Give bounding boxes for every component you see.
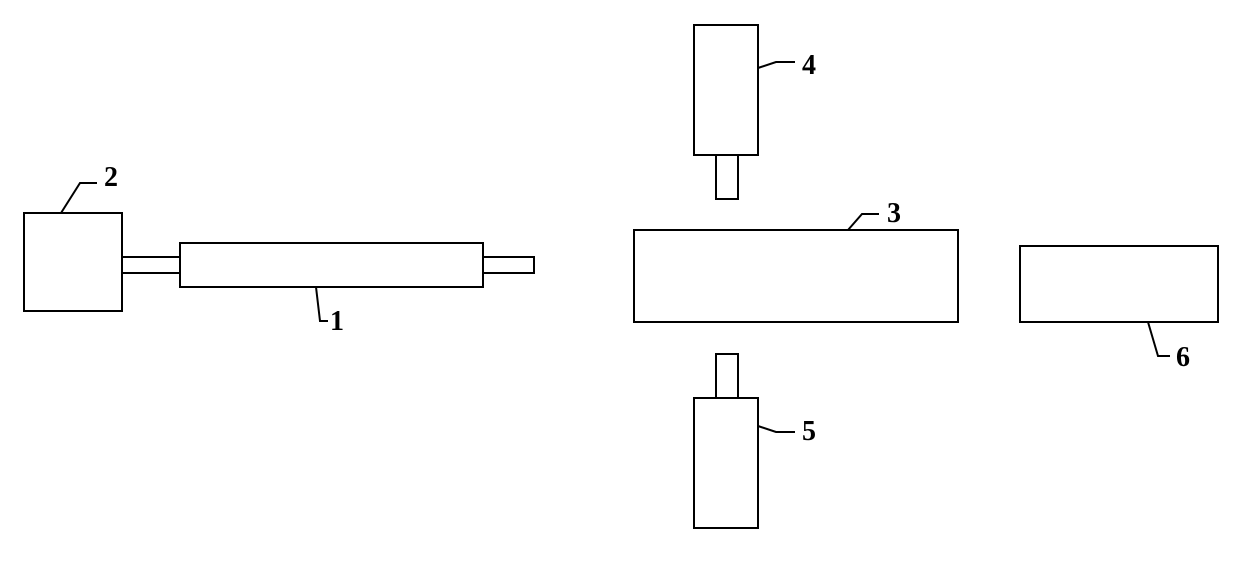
label-1: 1 xyxy=(330,306,344,337)
top-cylinder-rod xyxy=(716,155,738,199)
label-4: 4 xyxy=(802,50,816,81)
label-6: 6 xyxy=(1176,342,1190,373)
motor-block xyxy=(24,213,122,311)
center-block xyxy=(634,230,958,322)
leader-4 xyxy=(758,62,795,68)
diagram-canvas: 2 1 3 4 5 6 xyxy=(0,0,1240,563)
roller-stub-right xyxy=(483,257,534,273)
bottom-cylinder-rod xyxy=(716,354,738,398)
leader-6 xyxy=(1148,322,1170,356)
label-5: 5 xyxy=(802,416,816,447)
bottom-cylinder-body xyxy=(694,398,758,528)
top-cylinder-body xyxy=(694,25,758,155)
roller-body xyxy=(180,243,483,287)
leader-2 xyxy=(61,183,97,213)
right-block xyxy=(1020,246,1218,322)
leader-5 xyxy=(758,426,795,432)
leader-3 xyxy=(848,214,879,230)
label-2: 2 xyxy=(104,162,118,193)
roller-stub-left xyxy=(122,257,180,273)
leader-1 xyxy=(316,287,328,321)
label-3: 3 xyxy=(887,198,901,229)
